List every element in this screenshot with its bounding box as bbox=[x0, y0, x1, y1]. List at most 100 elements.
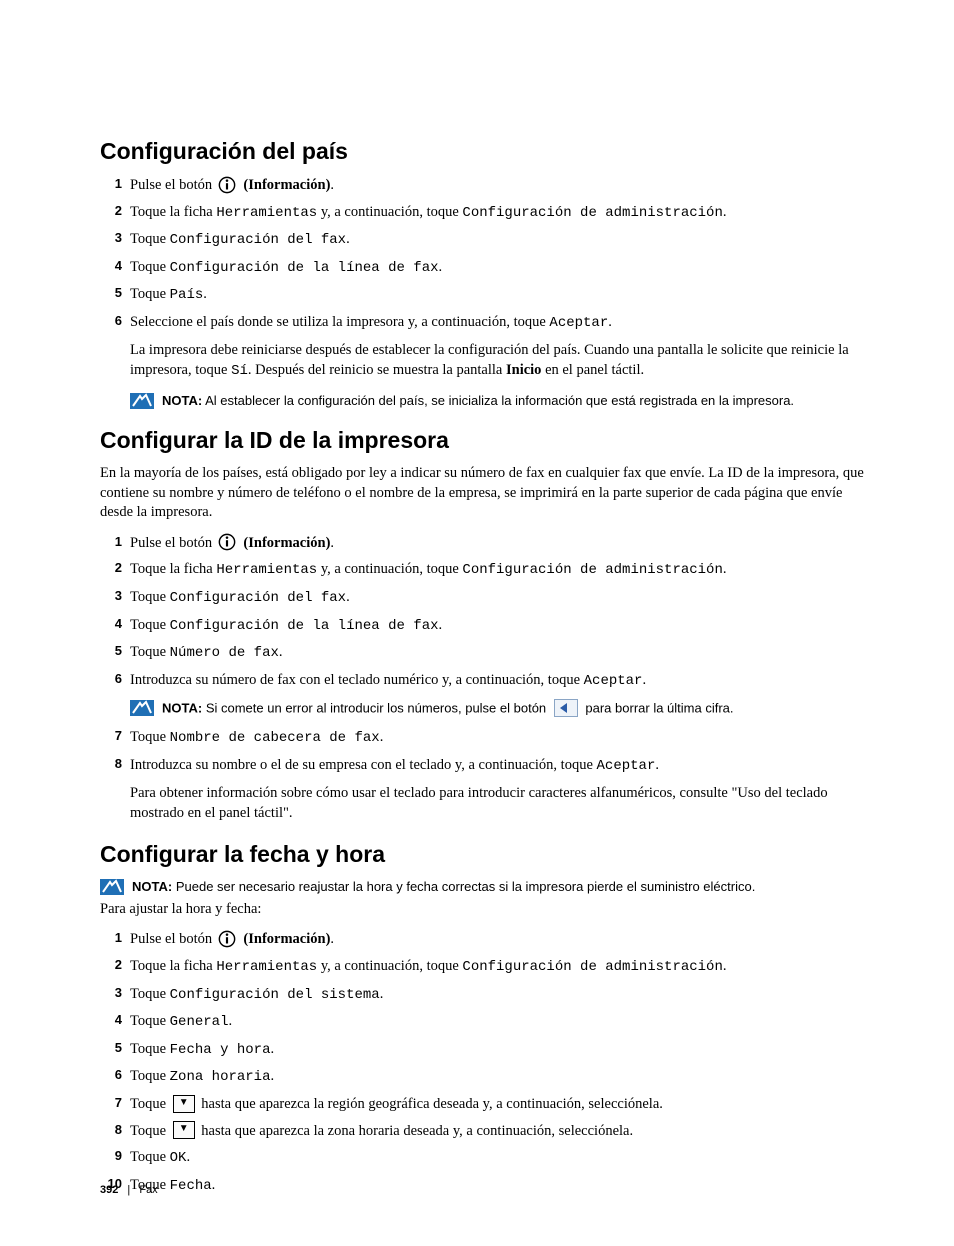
list-item: Toque Configuración del fax. bbox=[100, 229, 864, 251]
info-label: (Información) bbox=[243, 177, 330, 193]
info-icon bbox=[218, 176, 236, 194]
section-intro: En la mayoría de los países, está obliga… bbox=[100, 464, 864, 523]
step-text: Toque bbox=[130, 1096, 170, 1112]
mono-text: Herramientas bbox=[216, 205, 317, 221]
info-label: (Información) bbox=[243, 535, 330, 551]
period: . bbox=[203, 286, 207, 302]
mono-text: Configuración de la línea de fax bbox=[170, 618, 439, 634]
list-item: Toque Fecha. bbox=[100, 1175, 864, 1197]
step-text: Toque bbox=[130, 1041, 170, 1057]
note-block: NOTA: Si comete un error al introducir l… bbox=[130, 699, 864, 719]
step-text: Toque bbox=[130, 986, 170, 1002]
list-item: Toque la ficha Herramientas y, a continu… bbox=[100, 956, 864, 978]
footer-section: Fax bbox=[139, 1184, 157, 1196]
info-icon bbox=[218, 533, 236, 551]
step-text: Toque la ficha bbox=[130, 561, 216, 577]
period: . bbox=[270, 1068, 274, 1084]
mono-text: Configuración de la línea de fax bbox=[170, 260, 439, 276]
period: . bbox=[346, 231, 350, 247]
period: . bbox=[723, 561, 727, 577]
note-label: NOTA: bbox=[162, 701, 202, 716]
note-block: NOTA: Puede ser necesario reajustar la h… bbox=[100, 878, 864, 896]
step-subtext: Para obtener información sobre cómo usar… bbox=[130, 783, 864, 824]
period: . bbox=[228, 1013, 232, 1029]
step-text: Toque bbox=[130, 259, 170, 275]
step-text: en el panel táctil. bbox=[541, 362, 644, 378]
heading-config-fecha: Configurar la fecha y hora bbox=[100, 841, 864, 868]
period: . bbox=[346, 589, 350, 605]
list-item: Toque ▼ hasta que aparezca la región geo… bbox=[100, 1094, 864, 1115]
period: . bbox=[279, 644, 283, 660]
note-body: Al establecer la configuración del país,… bbox=[205, 393, 794, 408]
list-item: Pulse el botón (Información). bbox=[100, 929, 864, 950]
period: . bbox=[270, 1041, 274, 1057]
steps-config-pais: Pulse el botón (Información). Toque la f… bbox=[100, 175, 864, 382]
mono-text: Configuración de administración bbox=[462, 562, 722, 578]
step-text: Pulse el botón bbox=[130, 177, 216, 193]
note-text: NOTA: Al establecer la configuración del… bbox=[162, 392, 794, 410]
step-text: Toque la ficha bbox=[130, 958, 216, 974]
period: . bbox=[330, 535, 334, 551]
down-arrow-button-icon: ▼ bbox=[173, 1095, 195, 1113]
step-text: hasta que aparezca la zona horaria desea… bbox=[198, 1123, 633, 1139]
note-block: NOTA: Al establecer la configuración del… bbox=[130, 392, 864, 410]
period: . bbox=[642, 672, 646, 688]
list-item: Toque Configuración de la línea de fax. bbox=[100, 615, 864, 637]
period: . bbox=[608, 314, 612, 330]
note-text: NOTA: Si comete un error al introducir l… bbox=[162, 699, 734, 719]
list-item: Introduzca su número de fax con el tecla… bbox=[100, 670, 864, 720]
step-text: Toque bbox=[130, 1068, 170, 1084]
note-icon bbox=[130, 393, 154, 409]
mono-text: Configuración del fax bbox=[170, 590, 346, 606]
step-text: Toque bbox=[130, 617, 170, 633]
step-text: . Después del reinicio se muestra la pan… bbox=[248, 362, 506, 378]
period: . bbox=[439, 259, 443, 275]
list-item: Toque OK. bbox=[100, 1147, 864, 1169]
step-text: hasta que aparezca la región geográfica … bbox=[198, 1096, 663, 1112]
step-text: y, a continuación, toque bbox=[317, 204, 462, 220]
mono-text: Nombre de cabecera de fax bbox=[170, 730, 380, 746]
period: . bbox=[212, 1177, 216, 1193]
step-text: Toque bbox=[130, 1149, 170, 1165]
step-text: Introduzca su número de fax con el tecla… bbox=[130, 672, 584, 688]
mono-text: Herramientas bbox=[216, 562, 317, 578]
list-item: Toque Fecha y hora. bbox=[100, 1039, 864, 1061]
period: . bbox=[330, 931, 334, 947]
mono-text: Aceptar bbox=[584, 673, 643, 689]
list-item: Toque ▼ hasta que aparezca la zona horar… bbox=[100, 1121, 864, 1142]
mono-text: Sí bbox=[231, 363, 248, 379]
list-item: Toque Configuración del fax. bbox=[100, 587, 864, 609]
list-item: Toque la ficha Herramientas y, a continu… bbox=[100, 202, 864, 224]
steps-config-fecha: Pulse el botón (Información). Toque la f… bbox=[100, 929, 864, 1196]
step-text: Seleccione el país donde se utiliza la i… bbox=[130, 314, 549, 330]
info-icon bbox=[218, 930, 236, 948]
note-label: NOTA: bbox=[162, 393, 202, 408]
step-text: Pulse el botón bbox=[130, 535, 216, 551]
period: . bbox=[330, 177, 334, 193]
step-text: Introduzca su nombre o el de su empresa … bbox=[130, 757, 597, 773]
mono-text: Número de fax bbox=[170, 645, 279, 661]
list-item: Pulse el botón (Información). bbox=[100, 175, 864, 196]
footer-separator: | bbox=[127, 1184, 130, 1196]
step-text: y, a continuación, toque bbox=[317, 958, 462, 974]
list-item: Toque Configuración del sistema. bbox=[100, 984, 864, 1006]
note-text: NOTA: Puede ser necesario reajustar la h… bbox=[132, 878, 755, 896]
mono-text: OK bbox=[170, 1150, 187, 1166]
period: . bbox=[380, 986, 384, 1002]
list-item: Introduzca su nombre o el de su empresa … bbox=[100, 755, 864, 823]
mono-text: Aceptar bbox=[597, 758, 656, 774]
list-item: Seleccione el país donde se utiliza la i… bbox=[100, 312, 864, 381]
page-number: 392 bbox=[100, 1184, 118, 1196]
heading-config-pais: Configuración del país bbox=[100, 138, 864, 165]
period: . bbox=[655, 757, 659, 773]
mono-text: Configuración del fax bbox=[170, 232, 346, 248]
period: . bbox=[186, 1149, 190, 1165]
list-item: Toque la ficha Herramientas y, a continu… bbox=[100, 559, 864, 581]
back-button-icon bbox=[554, 699, 578, 717]
period: . bbox=[723, 204, 727, 220]
mono-text: País bbox=[170, 287, 204, 303]
mono-text: Aceptar bbox=[549, 315, 608, 331]
list-item: Toque Zona horaria. bbox=[100, 1066, 864, 1088]
step-text: Toque bbox=[130, 1013, 170, 1029]
note-body: Puede ser necesario reajustar la hora y … bbox=[176, 879, 755, 894]
